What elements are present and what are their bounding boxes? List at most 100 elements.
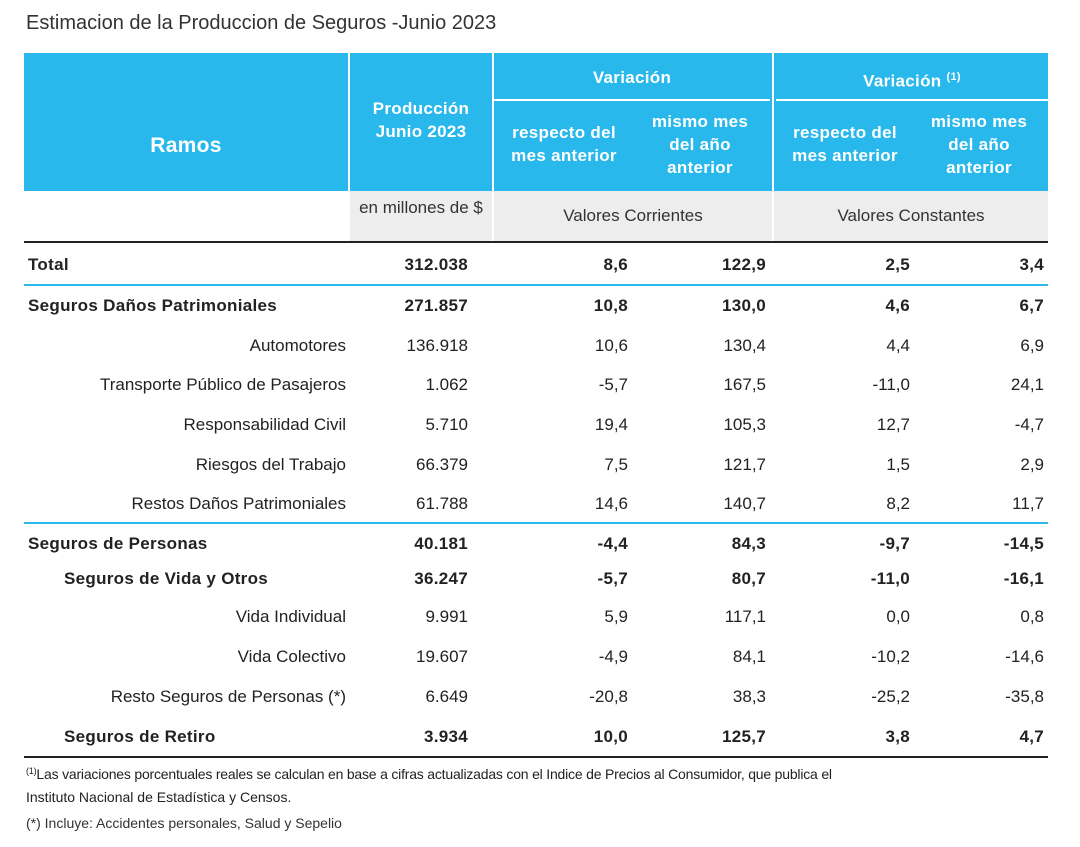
cell-var-anio-corr: 122,9 [721, 255, 766, 274]
cell-var-mes-corr: -20,8 [589, 687, 628, 706]
cell-produccion: 40.181 [414, 534, 468, 553]
header-resp-mes-anterior-const: respecto del mes anterior [792, 123, 898, 165]
row-label: Transporte Público de Pasajeros [99, 375, 346, 394]
cell-var-mes-const: -10,2 [871, 647, 910, 666]
header-bottom-rule [24, 241, 1048, 243]
cell-var-mes-corr: 10,6 [594, 336, 628, 355]
cell-produccion: 6.649 [425, 687, 468, 706]
row-label: Restos Daños Patrimoniales [131, 494, 346, 513]
footnote-1: (1)Las variaciones porcentuales reales s… [26, 763, 832, 785]
cell-produccion: 136.918 [406, 336, 468, 355]
header-ramos: Ramos [150, 134, 222, 157]
table-row: Responsabilidad Civil 5.710 19,4 105,3 1… [0, 406, 1080, 444]
cell-produccion: 66.379 [416, 455, 468, 474]
row-label: Riesgos del Trabajo [195, 455, 346, 474]
table-row: Vida Colectivo 19.607 -4,9 84,1 -10,2 -1… [0, 638, 1080, 676]
cell-var-anio-corr: 84,3 [731, 534, 766, 553]
subheader-unit-cell [350, 191, 492, 241]
cell-var-mes-corr: 7,5 [604, 455, 628, 474]
cell-var-anio-corr: 80,7 [731, 569, 766, 588]
cell-var-anio-const: 24,1 [1010, 375, 1044, 394]
cell-produccion: 271.857 [404, 296, 468, 315]
footnote-marker: (1) [26, 766, 37, 776]
table-row-total: Total 312.038 8,6 122,9 2,5 3,4 [0, 246, 1080, 284]
column-divider [492, 53, 494, 243]
cell-var-anio-const: -35,8 [1005, 687, 1044, 706]
footnote-1-text: Las variaciones porcentuales reales se c… [36, 766, 832, 782]
header-variacion-corrientes: Variación [592, 68, 672, 87]
table-row: Seguros de Personas 40.181 -4,4 84,3 -9,… [0, 525, 1080, 563]
row-label: Vida Colectivo [237, 647, 346, 666]
cell-var-anio-corr: 130,4 [723, 336, 766, 355]
table-bottom-rule [24, 756, 1048, 758]
column-divider [348, 53, 350, 243]
cell-var-mes-corr: 8,6 [603, 255, 628, 274]
header-mismo-mes-const: mismo mes del año anterior [930, 112, 1028, 177]
table-row: Automotores 136.918 10,6 130,4 4,4 6,9 [0, 327, 1080, 365]
cell-var-mes-const: 12,7 [876, 415, 910, 434]
table-row: Seguros Daños Patrimoniales 271.857 10,8… [0, 287, 1080, 325]
cell-var-mes-const: 1,5 [886, 455, 910, 474]
footnote-2: (*) Incluye: Accidentes personales, Salu… [26, 815, 342, 831]
cell-var-mes-corr: 14,6 [594, 494, 628, 513]
header-variacion-constantes: Variación (1) [776, 66, 1048, 93]
cell-var-mes-corr: 10,0 [593, 727, 628, 746]
cell-var-anio-corr: 130,0 [721, 296, 766, 315]
cell-var-mes-const: 3,8 [885, 727, 910, 746]
cell-var-mes-corr: -5,7 [597, 569, 628, 588]
header-mismo-mes-corr: mismo mes del año anterior [651, 112, 749, 177]
cell-var-anio-const: 6,7 [1019, 296, 1044, 315]
cell-produccion: 3.934 [423, 727, 468, 746]
row-label: Seguros Daños Patrimoniales [28, 296, 278, 315]
cell-var-mes-const: 4,4 [886, 336, 910, 355]
section-divider [24, 284, 1048, 286]
cell-var-mes-corr: 19,4 [594, 415, 628, 434]
table-row: Restos Daños Patrimoniales 61.788 14,6 1… [0, 485, 1080, 523]
cell-produccion: 19.607 [416, 647, 468, 666]
subheader-corrientes-cell [494, 191, 772, 241]
cell-var-anio-corr: 105,3 [723, 415, 766, 434]
footnote-ref: (1) [946, 71, 961, 83]
table-header [24, 53, 1048, 191]
cell-produccion: 9.991 [425, 607, 468, 626]
cell-var-anio-corr: 121,7 [723, 455, 766, 474]
header-divider [494, 99, 770, 101]
cell-var-mes-const: -11,0 [870, 569, 910, 588]
row-label: Seguros de Retiro [64, 727, 216, 746]
row-label: Seguros de Personas [28, 534, 208, 553]
cell-produccion: 36.247 [414, 569, 468, 588]
row-label: Responsabilidad Civil [183, 415, 346, 434]
cell-var-anio-corr: 125,7 [721, 727, 766, 746]
cell-var-anio-const: 2,9 [1020, 455, 1044, 474]
row-label: Vida Individual [235, 607, 346, 626]
header-resp-mes-anterior-corr: respecto del mes anterior [511, 123, 617, 165]
table-row: Resto Seguros de Personas (*) 6.649 -20,… [0, 678, 1080, 716]
table-row: Seguros de Retiro 3.934 10,0 125,7 3,8 4… [0, 718, 1080, 756]
table-row: Vida Individual 9.991 5,9 117,1 0,0 0,8 [0, 598, 1080, 636]
cell-var-anio-const: 6,9 [1020, 336, 1044, 355]
row-label: Automotores [249, 336, 346, 355]
cell-var-mes-const: -11,0 [872, 375, 911, 394]
table-row: Seguros de Vida y Otros 36.247 -5,7 80,7… [0, 560, 1080, 598]
cell-var-mes-corr: 5,9 [604, 607, 628, 626]
cell-var-anio-corr: 38,3 [732, 687, 766, 706]
row-label: Seguros de Vida y Otros [64, 569, 269, 588]
cell-var-anio-corr: 167,5 [723, 375, 766, 394]
cell-var-mes-corr: -4,9 [598, 647, 628, 666]
cell-var-mes-const: 8,2 [886, 494, 910, 513]
valores-corrientes-label: Valores Corrientes [563, 206, 703, 225]
header-variacion-constantes-label: Variación [863, 71, 942, 91]
row-label: Total [28, 255, 69, 274]
cell-var-anio-const: 11,7 [1012, 494, 1044, 513]
cell-var-anio-corr: 84,1 [732, 647, 766, 666]
row-label: Resto Seguros de Personas (*) [110, 687, 346, 706]
cell-var-anio-const: -14,6 [1005, 647, 1044, 666]
cell-var-anio-const: 0,8 [1020, 607, 1044, 626]
cell-produccion: 61.788 [416, 494, 468, 513]
valores-constantes-label: Valores Constantes [837, 206, 985, 225]
cell-var-anio-corr: 140,7 [723, 494, 766, 513]
cell-produccion: 312.038 [404, 255, 468, 274]
section-divider [24, 522, 1048, 524]
unit-label: en millones de $ [359, 198, 483, 217]
cell-var-mes-const: 4,6 [885, 296, 910, 315]
